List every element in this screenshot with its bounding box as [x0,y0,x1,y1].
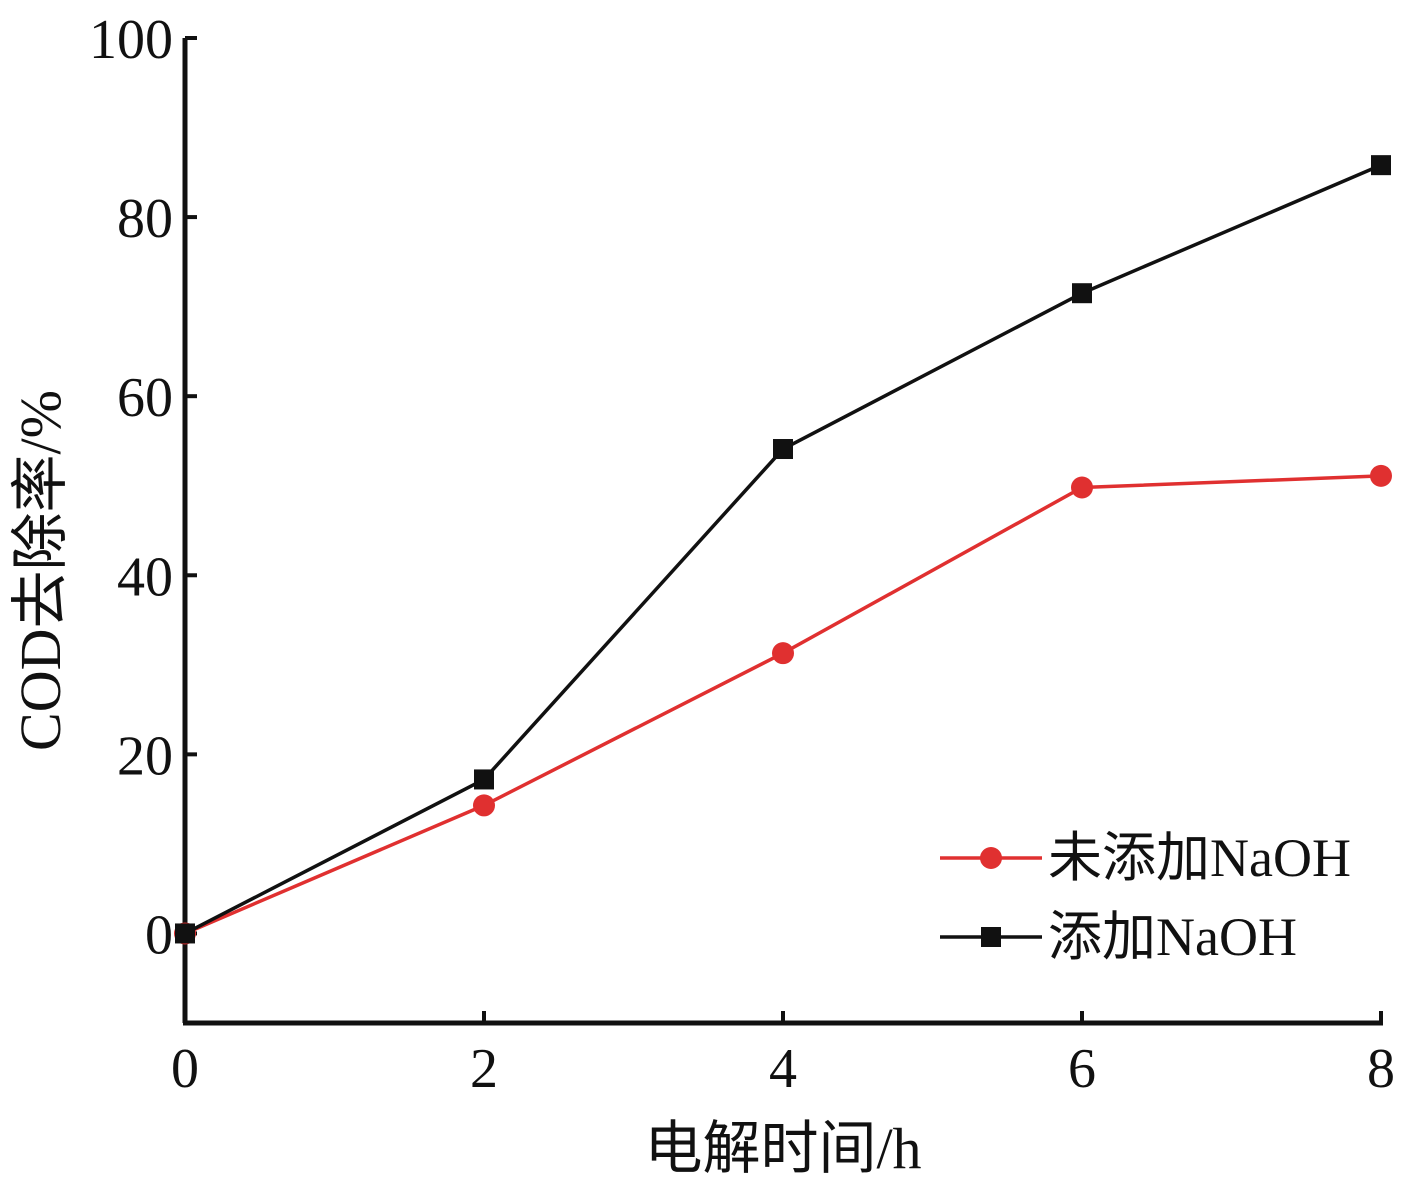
data-point-circle [1071,476,1093,499]
data-point-square [474,769,494,790]
legend-label-1: 添加NaOH [1048,907,1297,967]
y-tick-label-40: 40 [117,546,173,608]
legend: 未添加NaOH 添加NaOH [940,828,1351,967]
data-point-square [175,923,195,944]
legend-label-0: 未添加NaOH [1048,828,1351,888]
data-point-circle [473,794,495,817]
series-line-1 [184,163,1382,936]
x-tick-label-8: 8 [1367,1038,1395,1100]
legend-item-0: 未添加NaOH [940,828,1351,888]
data-point-circle [772,642,794,665]
y-tick-label-80: 80 [117,188,173,250]
x-tick-label-4: 4 [769,1038,797,1100]
data-point-square [1072,283,1092,304]
x-axis-ticks: 0 2 4 6 8 [171,1011,1395,1100]
legend-marker-circle [980,847,1002,869]
x-tick-label-0: 0 [171,1038,199,1100]
y-tick-label-100: 100 [89,9,173,71]
x-axis-title: 电解时间/h [644,1116,921,1181]
data-point-square [773,439,793,460]
y-tick-label-20: 20 [117,725,173,787]
x-tick-label-6: 6 [1068,1038,1096,1100]
y-axis-ticks: 0 20 40 60 80 100 [89,9,197,966]
series-1 [175,155,1391,944]
data-point-square [1371,155,1391,176]
y-tick-label-0: 0 [145,904,173,966]
legend-item-1: 添加NaOH [940,907,1297,967]
data-point-circle [1370,464,1392,487]
x-tick-label-2: 2 [470,1038,498,1100]
legend-marker-square [981,927,1001,947]
y-tick-label-60: 60 [117,367,173,429]
y-axis-title: COD去除率/% [8,390,73,751]
series-layer [174,155,1392,945]
